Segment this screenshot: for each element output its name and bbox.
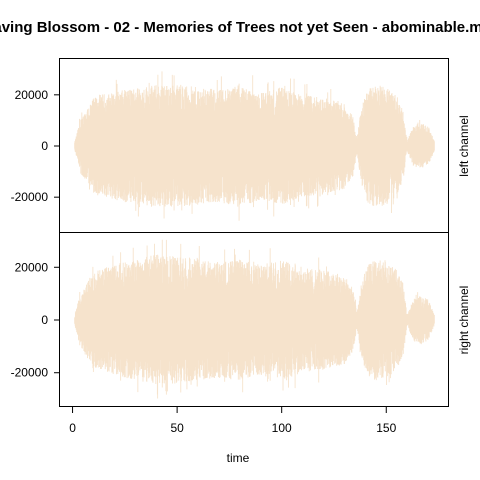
x-tick-label: 100 bbox=[272, 421, 292, 435]
x-axis: 0 50 100 150 bbox=[69, 407, 397, 435]
y-tick-label: 0 bbox=[41, 139, 48, 153]
x-tick-label: 50 bbox=[170, 421, 184, 435]
left-channel-waveform bbox=[74, 71, 435, 221]
right-channel-label: right channel bbox=[457, 286, 471, 355]
left-channel-label: left channel bbox=[457, 115, 471, 176]
chart-title: Leaving Blossom - 02 - Memories of Trees… bbox=[0, 19, 480, 36]
y-tick-label: -20000 bbox=[11, 366, 49, 380]
waveform-series-right bbox=[74, 239, 435, 399]
x-tick-label: 0 bbox=[69, 421, 76, 435]
y-tick-label: 20000 bbox=[15, 260, 49, 274]
x-axis-label: time bbox=[227, 451, 250, 465]
right-channel-waveform bbox=[74, 239, 435, 399]
right-channel-y-axis: 20000 0 -20000 bbox=[11, 260, 60, 380]
x-tick-label: 150 bbox=[376, 421, 396, 435]
y-tick-label: -20000 bbox=[11, 190, 49, 204]
y-tick-label: 0 bbox=[41, 313, 48, 327]
y-tick-label: 20000 bbox=[15, 88, 49, 102]
waveform-series-left bbox=[74, 71, 435, 221]
left-channel-y-axis: 20000 0 -20000 bbox=[11, 88, 60, 204]
right-channel-panel: 20000 0 -20000 right channel bbox=[11, 232, 471, 407]
left-channel-panel: 20000 0 -20000 left channel bbox=[11, 58, 471, 233]
